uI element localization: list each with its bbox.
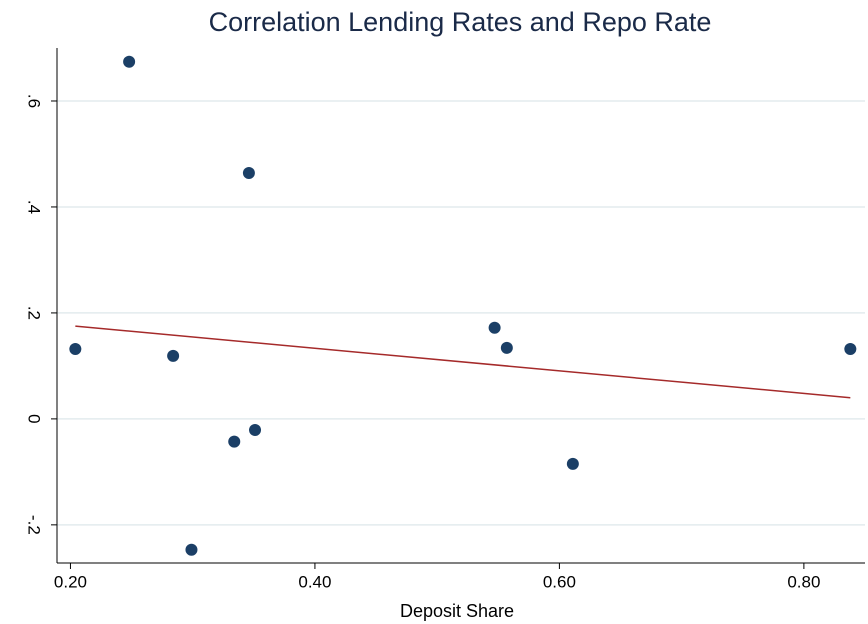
point	[69, 342, 82, 355]
point	[123, 55, 136, 68]
fit-line	[75, 325, 851, 399]
x-tick-label: 0.40	[298, 572, 331, 591]
x-tick-label: 0.60	[543, 572, 576, 591]
x-tick-label: 0.80	[787, 572, 820, 591]
x-axis-label: Deposit Share	[400, 601, 514, 621]
chart-title: Correlation Lending Rates and Repo Rate	[209, 7, 712, 37]
point	[185, 543, 198, 556]
y-tick-label: -.2	[25, 515, 44, 535]
y-tick-label: .6	[25, 94, 44, 108]
point	[242, 167, 255, 180]
point	[249, 424, 262, 437]
point	[228, 435, 241, 448]
point	[500, 341, 513, 354]
y-tick-label: .2	[25, 306, 44, 320]
point	[167, 349, 180, 362]
x-tick-label: 0.20	[54, 572, 87, 591]
y-tick-label: .4	[25, 200, 44, 214]
point	[844, 342, 857, 355]
y-tick-label: 0	[25, 414, 44, 423]
point	[488, 321, 501, 334]
point	[566, 457, 579, 470]
